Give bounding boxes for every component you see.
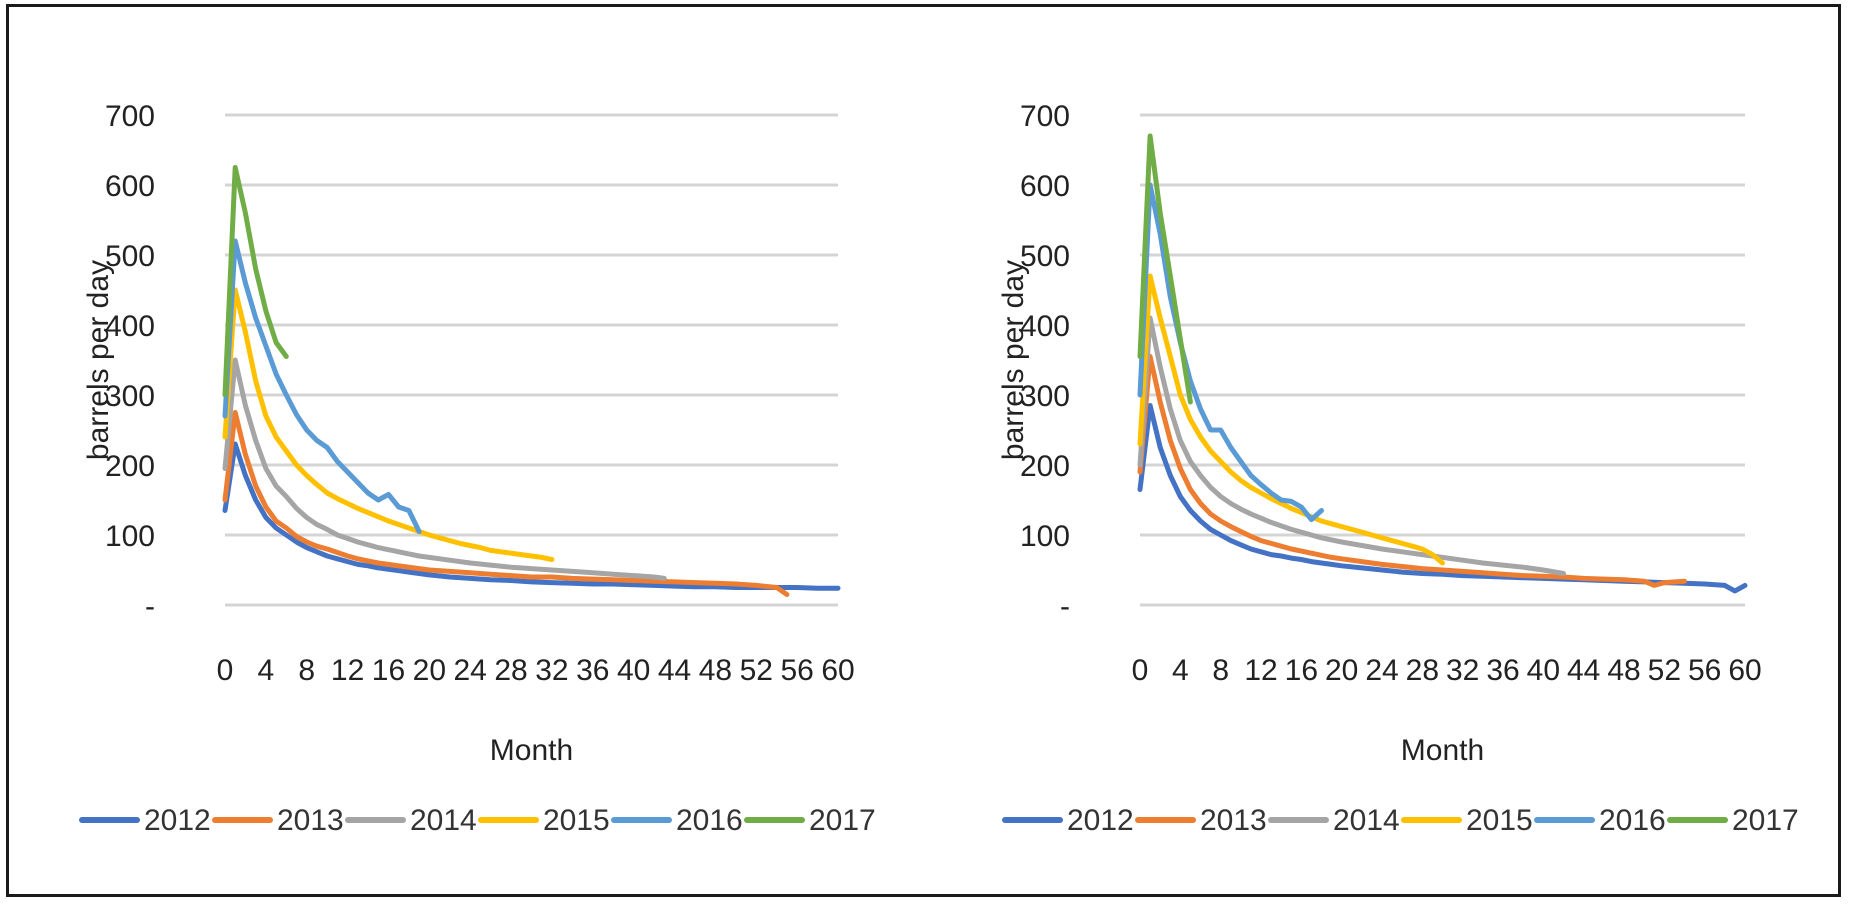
legend-label-2014: 2014 — [1333, 804, 1400, 837]
y-tick-label: 300 — [105, 380, 155, 413]
y-tick-label: 700 — [105, 100, 155, 133]
legend-label-2014: 2014 — [410, 804, 477, 837]
x-tick-label: 44 — [658, 654, 691, 687]
y-tick-labels: - 100 200 300 400 500 600 700 — [105, 100, 155, 623]
y-axis-label: barrels per day — [82, 260, 115, 460]
y-tick-label: 200 — [1020, 450, 1070, 483]
legend-label-2017: 2017 — [809, 804, 876, 837]
legend-label-2017: 2017 — [1732, 804, 1799, 837]
x-tick-label: 52 — [1648, 654, 1681, 687]
y-tick-label: 700 — [1020, 100, 1070, 133]
series-line-2014 — [1137, 315, 1566, 576]
x-tick-label: 28 — [1406, 654, 1439, 687]
x-tick-label: 0 — [1132, 654, 1149, 687]
x-tick-label: 36 — [1486, 654, 1519, 687]
y-tick-label: - — [145, 590, 155, 623]
x-tick-label: 40 — [617, 654, 650, 687]
y-tick-label: 400 — [1020, 310, 1070, 343]
y-tick-label: 600 — [1020, 170, 1070, 203]
series-line-2013 — [222, 410, 790, 597]
y-tick-label: 100 — [1020, 520, 1070, 553]
x-tick-labels: 0 4 8 12 16 20 24 28 32 36 40 44 48 52 56 60 — [217, 654, 855, 687]
legend-label-2015: 2015 — [543, 804, 610, 837]
legend-label-2013: 2013 — [1200, 804, 1267, 837]
series-line-2013 — [1137, 354, 1687, 588]
y-tick-label: 200 — [105, 450, 155, 483]
x-tick-label: 60 — [821, 654, 854, 687]
x-axis-label: Month — [1401, 734, 1484, 767]
x-tick-label: 4 — [258, 654, 275, 687]
series-line-2015 — [1137, 273, 1445, 566]
y-tick-label: - — [1060, 590, 1070, 623]
x-tick-label: 4 — [1172, 654, 1189, 687]
x-tick-label: 28 — [494, 654, 527, 687]
y-tick-label: 400 — [105, 310, 155, 343]
x-tick-label: 40 — [1527, 654, 1560, 687]
x-tick-label: 20 — [1325, 654, 1358, 687]
x-tick-label: 8 — [298, 654, 315, 687]
y-tick-label: 500 — [1020, 240, 1070, 273]
x-tick-label: 0 — [217, 654, 234, 687]
x-axis-label: Month — [490, 734, 573, 767]
x-tick-label: 16 — [372, 654, 405, 687]
x-tick-label: 44 — [1567, 654, 1600, 687]
x-tick-label: 32 — [535, 654, 568, 687]
x-tick-label: 12 — [1244, 654, 1277, 687]
legend-label-2016: 2016 — [676, 804, 743, 837]
x-tick-label: 48 — [699, 654, 732, 687]
y-tick-label: 600 — [105, 170, 155, 203]
series-line-2012 — [222, 441, 841, 591]
x-tick-label: 8 — [1212, 654, 1229, 687]
x-tick-labels: 0 4 8 12 16 20 24 28 32 36 40 44 48 52 56 60 — [1132, 654, 1762, 687]
y-axis-label: barrels per day — [997, 260, 1030, 460]
series-line-2016 — [222, 238, 422, 534]
x-tick-label: 12 — [331, 654, 364, 687]
x-tick-label: 36 — [576, 654, 609, 687]
legend: 2012 2013 2014 2015 2016 2017 — [1002, 804, 1799, 837]
x-tick-label: 56 — [1688, 654, 1721, 687]
x-tick-label: 24 — [1365, 654, 1398, 687]
x-tick-label: 32 — [1446, 654, 1479, 687]
x-tick-label: 24 — [454, 654, 487, 687]
series-line-2014 — [222, 357, 667, 581]
x-tick-label: 16 — [1285, 654, 1318, 687]
gridlines — [1140, 113, 1745, 607]
series-lines — [1137, 133, 1748, 594]
y-tick-label: 100 — [105, 520, 155, 553]
x-tick-label: 56 — [780, 654, 813, 687]
figure-frame — [6, 4, 1841, 897]
x-tick-label: 48 — [1607, 654, 1640, 687]
x-tick-label: 60 — [1728, 654, 1761, 687]
series-line-2015 — [222, 287, 555, 562]
series-lines — [222, 165, 841, 597]
series-line-2017 — [222, 165, 289, 398]
legend-label-2016: 2016 — [1599, 804, 1666, 837]
gridlines — [225, 113, 838, 607]
legend-label-2012: 2012 — [144, 804, 211, 837]
x-tick-label: 52 — [740, 654, 773, 687]
x-tick-label: 20 — [413, 654, 446, 687]
y-tick-labels: - 100 200 300 400 500 600 700 — [1020, 100, 1070, 623]
y-tick-label: 500 — [105, 240, 155, 273]
legend-label-2013: 2013 — [277, 804, 344, 837]
legend: 2012 2013 2014 2015 2016 2017 — [79, 804, 876, 837]
legend-label-2015: 2015 — [1466, 804, 1533, 837]
legend-label-2012: 2012 — [1067, 804, 1134, 837]
y-tick-label: 300 — [1020, 380, 1070, 413]
series-line-2017 — [1137, 133, 1193, 405]
series-line-2016 — [1137, 182, 1324, 523]
